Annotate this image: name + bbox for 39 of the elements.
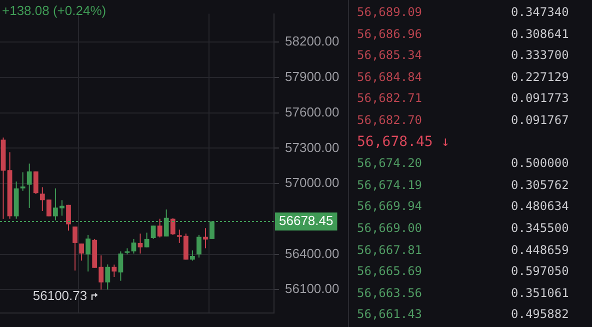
category-label: 56,685.34: [357, 47, 422, 64]
text: 0.500000: [511, 156, 569, 170]
y-tick-label: 57000.00: [285, 175, 340, 190]
category-label: 56,686.96: [357, 26, 422, 43]
y-tick-label: 56400.00: [285, 246, 340, 261]
text: 0.480634: [511, 199, 569, 214]
category-label: 56,674.19: [357, 176, 422, 194]
ref-line-label: 56678.45: [279, 213, 334, 228]
category-label: 56,682.71: [357, 90, 422, 108]
text: 0.305762: [511, 178, 569, 192]
text: 0.448659: [511, 242, 569, 257]
y-tick-label: 56100.00: [285, 281, 340, 296]
category-label: 56,674.20: [357, 155, 422, 172]
category-label: 56,682.70: [357, 112, 422, 129]
category-label: 56,678.45 ↓: [357, 132, 450, 152]
text: 0.091767: [511, 113, 569, 127]
text: 0.347340: [511, 5, 569, 19]
y-tick-label: 57300.00: [285, 140, 340, 155]
text: 0.351061: [511, 286, 569, 300]
annotation: +138.08 (+0.24%): [2, 3, 106, 18]
y-tick-label: 58200.00: [285, 34, 340, 49]
category-label: 56,663.56: [357, 284, 422, 302]
category-label: 56,667.81: [357, 242, 422, 259]
text: 0.227129: [511, 70, 569, 84]
text: 0.345500: [511, 221, 569, 235]
text: 0.333700: [511, 48, 569, 62]
category-label: 56,669.94: [357, 198, 422, 216]
category-label: 56,689.09: [357, 4, 422, 21]
category-label: 56,684.84: [357, 68, 422, 86]
text: 0.091773: [511, 91, 569, 106]
y-tick-label: 57600.00: [285, 104, 340, 120]
y-tick-label: 57900.00: [285, 69, 340, 84]
annotation: 56100.73: [32, 288, 88, 304]
text: 0.597050: [511, 264, 569, 278]
category-label: 56,665.69: [357, 263, 422, 280]
text: 0.308641: [511, 26, 569, 41]
category-label: 56,661.43: [357, 306, 422, 324]
text: 0.495882: [511, 307, 569, 322]
category-label: 56,669.00: [357, 220, 422, 237]
